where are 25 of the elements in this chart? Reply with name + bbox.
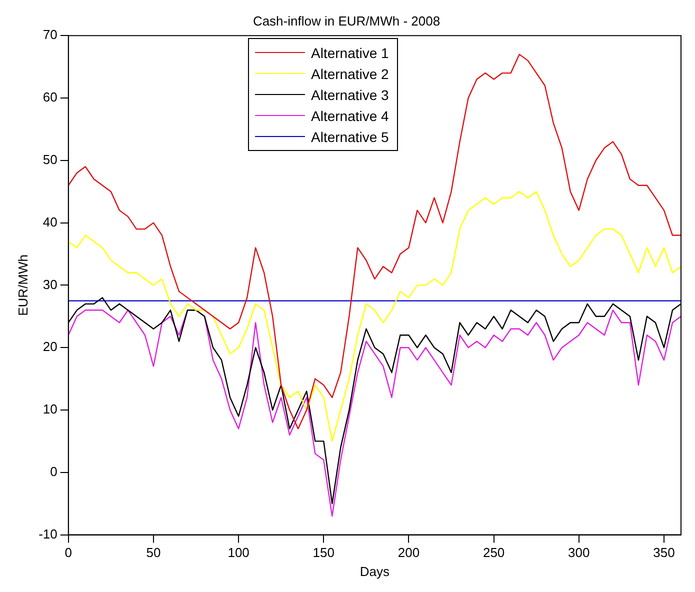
y-tick-label: 0 <box>50 464 58 479</box>
legend-label: Alternative 3 <box>311 86 389 102</box>
legend-label: Alternative 4 <box>311 108 389 124</box>
y-axis-title: EUR/MWh <box>15 254 30 316</box>
y-tick-label: 40 <box>42 214 58 230</box>
y-tick-label: 50 <box>42 152 58 167</box>
legend-label: Alternative 5 <box>311 128 389 144</box>
x-tick-label: 250 <box>482 545 505 560</box>
chart-title: Cash-inflow in EUR/MWh - 2008 <box>252 13 440 28</box>
x-axis-title: Days <box>360 564 390 579</box>
y-tick-label: 70 <box>42 27 58 42</box>
x-tick-label: 200 <box>398 545 420 560</box>
y-tick-label: 60 <box>42 90 58 105</box>
legend-label: Alternative 1 <box>311 44 389 60</box>
y-tick-label: -10 <box>38 526 58 542</box>
x-tick-label: 150 <box>312 545 334 560</box>
x-tick-label: 300 <box>568 545 590 560</box>
y-tick-label: 10 <box>42 402 58 417</box>
y-tick-label: 30 <box>42 276 58 292</box>
x-tick-label: 0 <box>64 545 72 560</box>
y-tick-label: 20 <box>42 339 58 354</box>
x-tick-label: 350 <box>653 545 675 560</box>
x-tick-label: 50 <box>146 545 161 560</box>
legend-label: Alternative 2 <box>311 66 389 82</box>
x-tick-label: 100 <box>228 545 250 560</box>
